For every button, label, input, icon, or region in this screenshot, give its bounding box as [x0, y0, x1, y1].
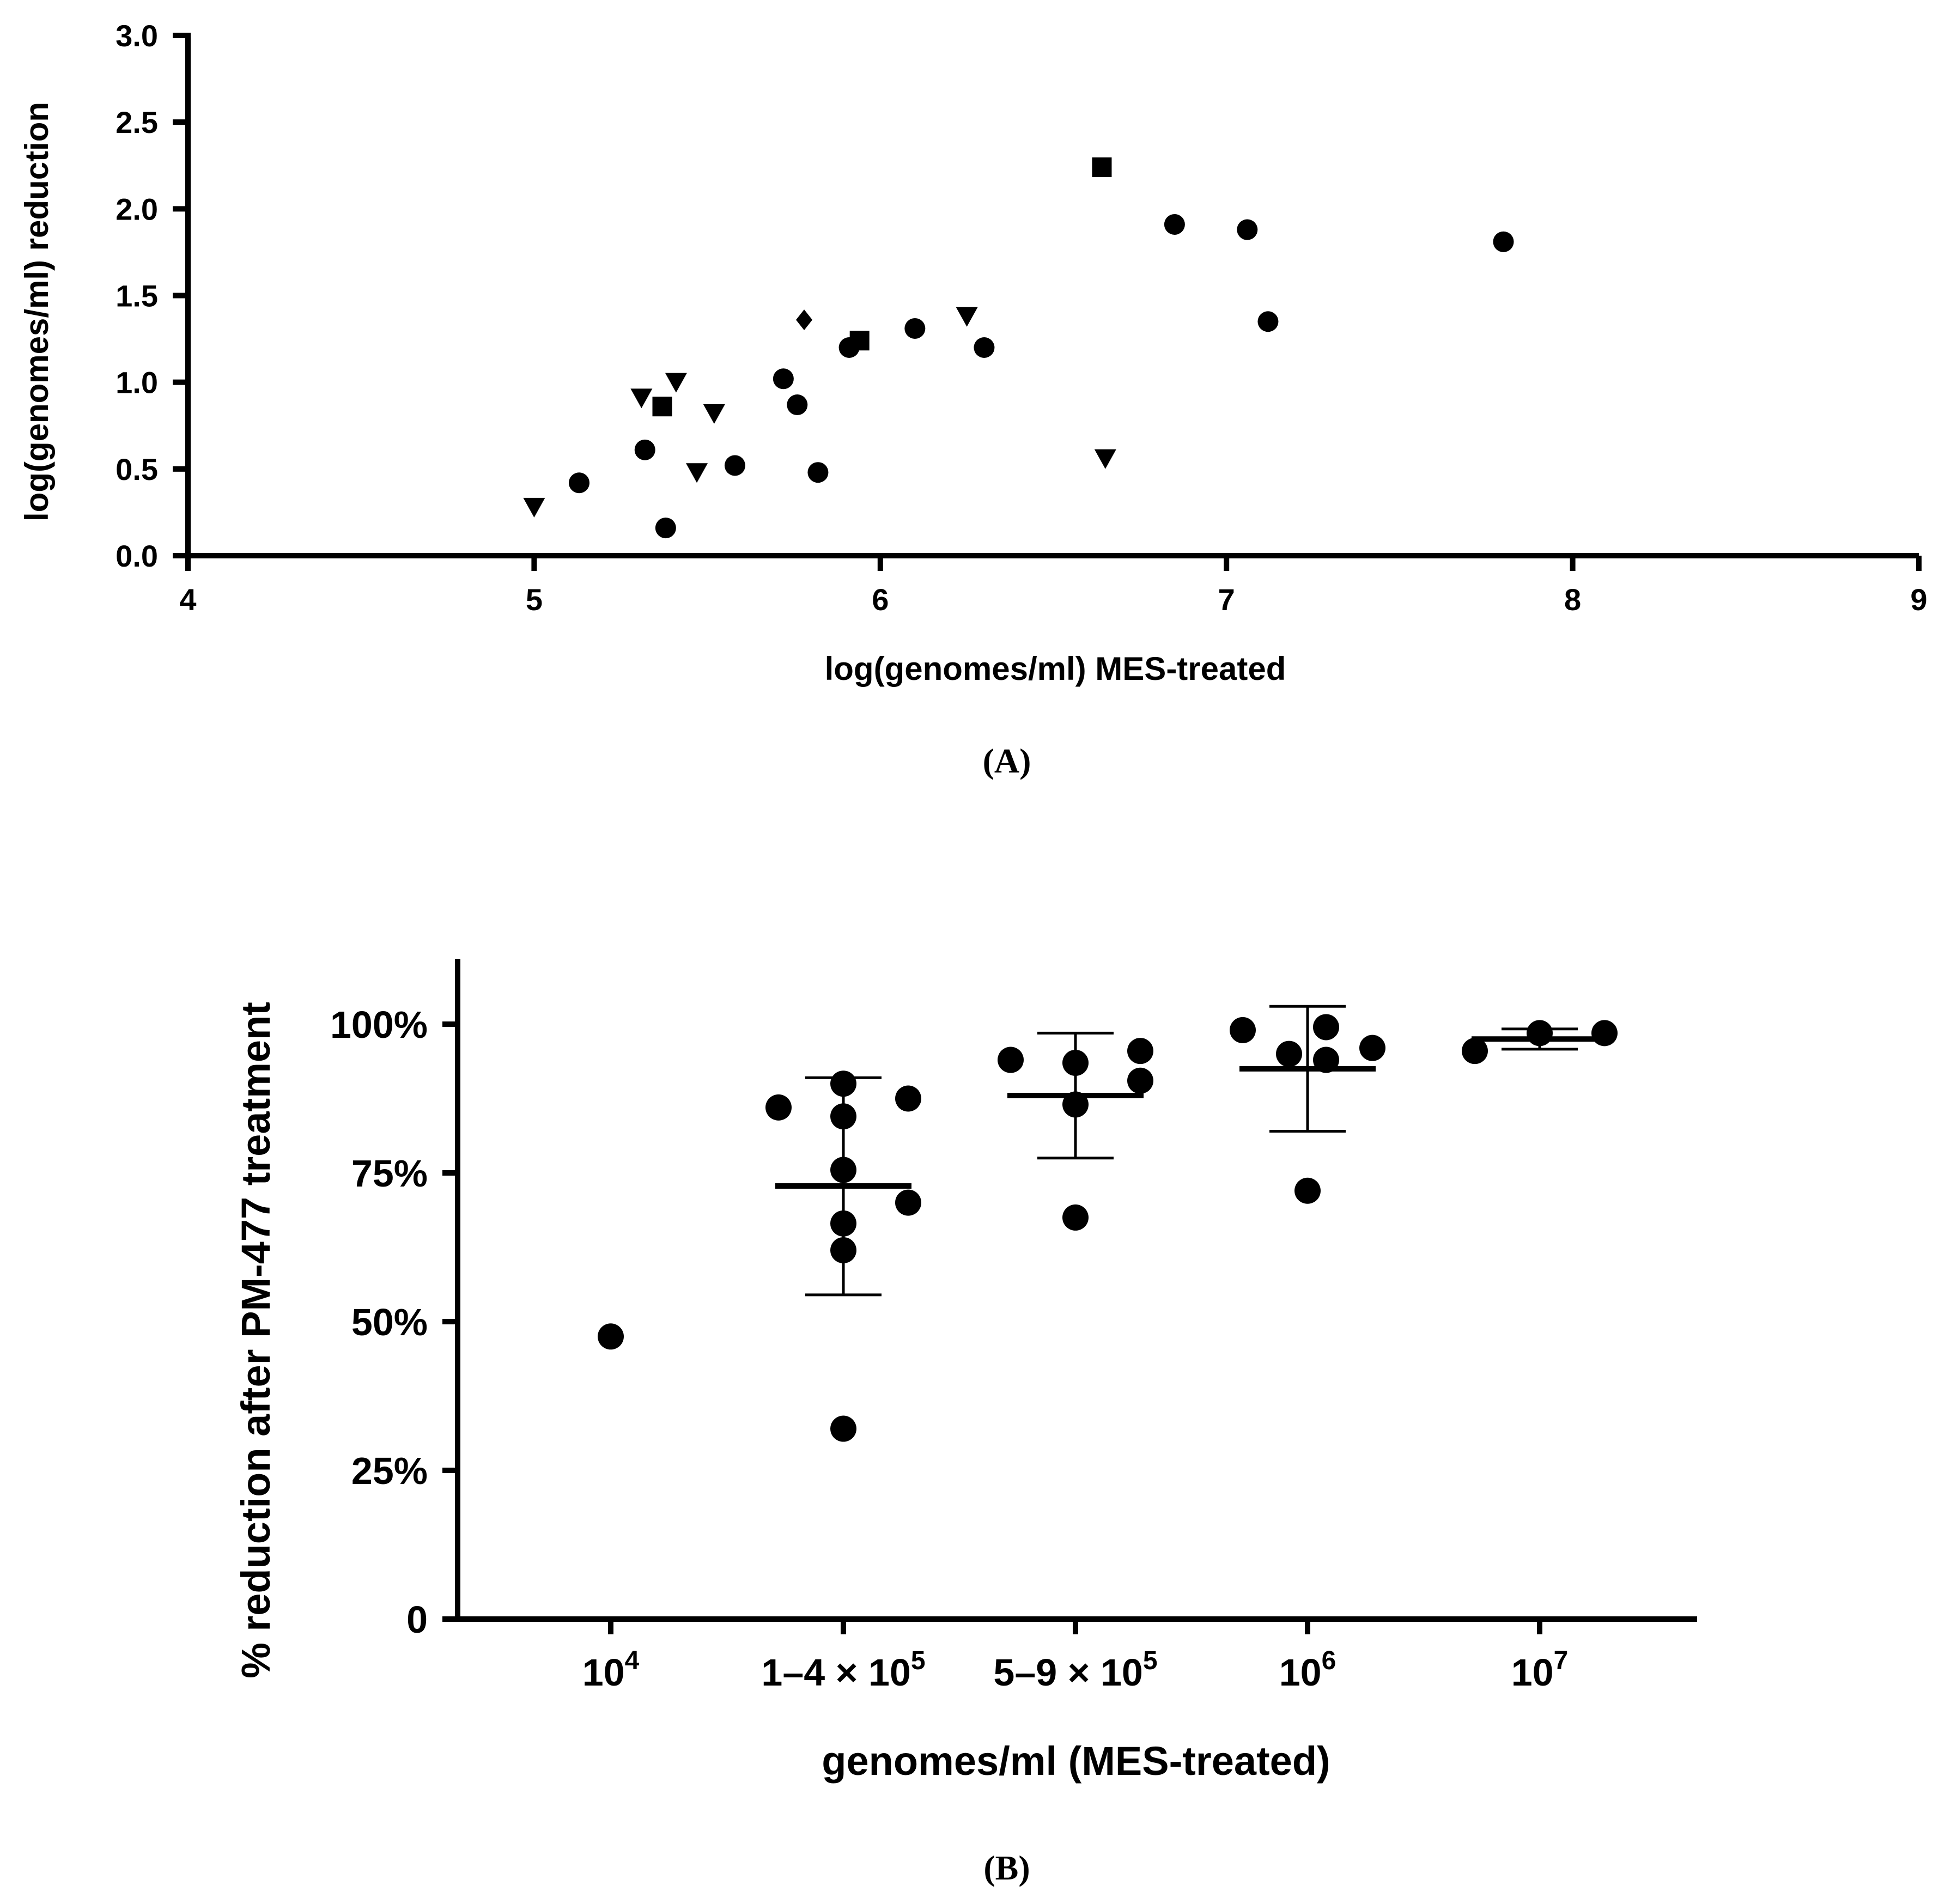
panel-b-point [1062, 1049, 1089, 1076]
panel-b-y-tick-label: 75% [351, 1152, 428, 1195]
panel-a-y-tick-label: 2.0 [116, 192, 158, 226]
panel-b-y-tick-label: 50% [351, 1301, 428, 1343]
panel-a-x-tick-label: 4 [179, 582, 196, 617]
panel-a-x-tick-label: 7 [1218, 582, 1235, 617]
panel-b-point [1591, 1020, 1618, 1047]
panel-a-point-circle [569, 472, 590, 494]
panel-b-point [830, 1157, 856, 1183]
panel-a-point-circle [1164, 214, 1185, 235]
panel-a-point-square [1092, 157, 1112, 177]
panel-a-point-circle [634, 439, 655, 460]
panel-b-point [598, 1323, 624, 1350]
panel-b-y-tick-label: 100% [330, 1003, 428, 1046]
panel-b-point [998, 1047, 1024, 1073]
panel-a-y-ticks: 0.0 0.5 1.0 1.5 2.0 2.5 3.0 [116, 19, 188, 573]
panel-a-point-circle [787, 394, 808, 416]
panel-a-point-square [849, 331, 870, 351]
panel-a-x-tick-label: 6 [872, 582, 889, 617]
panel-b-point [895, 1189, 921, 1216]
panel-a-y-tick-label: 0.5 [116, 452, 158, 486]
panel-a-y-tick-label: 2.5 [116, 105, 158, 139]
panel-b-point [1062, 1204, 1089, 1231]
panel-b-x-axis-title: genomes/ml (MES-treated) [822, 1738, 1330, 1784]
panel-b-chart: 104 1–4 × 105 5–9 × 105 106 107 0 25% 50% 75% 10… [233, 959, 1697, 1887]
panel-b-point [830, 1070, 856, 1097]
panel-b-point [1276, 1041, 1302, 1067]
panel-a-point-triangle-down [523, 497, 545, 518]
panel-a-point-circle [974, 337, 995, 358]
panel-a-point-triangle-down [703, 404, 725, 424]
panel-b-x-tick-label: 104 [582, 1646, 640, 1694]
panel-b-point [1313, 1047, 1339, 1073]
panel-a-point-circle [724, 455, 745, 476]
panel-a-x-tick-label: 9 [1910, 582, 1927, 617]
panel-b-point [895, 1085, 921, 1112]
panel-a-x-ticks: 4 5 6 7 8 9 [179, 556, 1928, 617]
panel-a-point-circle [1493, 231, 1514, 252]
panel-b-point [1127, 1067, 1153, 1094]
panel-a-point-circle [807, 462, 829, 483]
panel-a-y-tick-label: 0.0 [116, 539, 158, 573]
panel-a-x-tick-label: 5 [526, 582, 543, 617]
panel-b-point [830, 1210, 856, 1237]
panel-b-points [598, 1014, 1618, 1442]
panel-b-x-tick-label: 106 [1279, 1646, 1336, 1694]
panel-b-y-ticks: 0 25% 50% 75% 100% [330, 1003, 458, 1641]
panel-a-point-triangle-down [686, 463, 708, 483]
panel-a-point-circle [655, 518, 676, 539]
panel-b-y-tick-label: 25% [351, 1450, 428, 1492]
panel-a-point-triangle-down [630, 388, 653, 409]
panel-b-point [1527, 1020, 1553, 1047]
panel-b-y-axis-title: % reduction after PM-477 treatment [233, 1002, 278, 1678]
panel-b-point [1462, 1038, 1488, 1064]
panel-b-y-tick-label: 0 [406, 1598, 428, 1641]
panel-b-point [1127, 1038, 1153, 1064]
panel-b-point [1230, 1017, 1256, 1043]
panel-a-point-circle [1237, 219, 1258, 240]
panel-a-y-tick-label: 1.5 [116, 279, 158, 313]
panel-b-point [1062, 1091, 1089, 1118]
panel-a-label: (A) [983, 741, 1031, 780]
panel-a-point-diamond [796, 309, 813, 331]
panel-b-point [830, 1103, 856, 1130]
panel-b-point [1359, 1035, 1385, 1061]
panel-a-x-axis-title: log(genomes/ml) MES-treated [825, 650, 1286, 687]
panel-b-x-tick-label: 1–4 × 105 [761, 1646, 925, 1694]
panel-b-x-tick-label: 107 [1511, 1646, 1569, 1694]
panel-b-point [830, 1415, 856, 1442]
panel-a-point-triangle-down [665, 373, 687, 393]
panel-a-point-circle [1257, 311, 1279, 332]
panel-a-point-circle [773, 368, 794, 390]
panel-a-y-axis-title: log(genomes/ml) reduction [19, 102, 55, 521]
panel-b-point [1294, 1177, 1321, 1204]
panel-a-x-tick-label: 8 [1564, 582, 1581, 617]
panel-b-point [765, 1094, 792, 1121]
panel-b-point [830, 1237, 856, 1263]
panel-a-axes [185, 33, 1919, 558]
panel-b-x-ticks: 104 1–4 × 105 5–9 × 105 106 107 [582, 1619, 1569, 1694]
panel-a-point-triangle-down [1094, 449, 1116, 469]
panel-a-point-square [652, 397, 672, 417]
panel-a-point-triangle-down [956, 307, 978, 327]
panel-b-x-tick-label: 5–9 × 105 [993, 1646, 1157, 1694]
panel-b-label: (B) [983, 1848, 1030, 1887]
panel-a-chart: 4 5 6 7 8 9 0.0 0.5 1.0 1.5 2.0 2.5 3.0 log(genomes… [19, 19, 1928, 780]
panel-a-y-tick-label: 1.0 [116, 366, 158, 400]
panel-b-point [1313, 1014, 1339, 1041]
panel-a-y-tick-label: 3.0 [116, 19, 158, 53]
panel-a-points [523, 157, 1514, 539]
panel-a-point-circle [904, 318, 926, 339]
